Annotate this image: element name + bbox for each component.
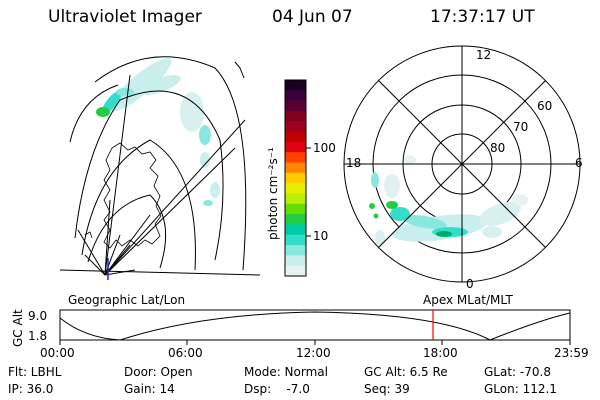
lat-label-80: 80 xyxy=(490,141,505,155)
gain-readout: Gain: 14 xyxy=(124,382,175,396)
colorbar-frame xyxy=(284,79,307,277)
gc-alt-readout: GC Alt: 6.5 Re xyxy=(364,365,448,379)
instrument-info: Flt: LBHL Door: Open Mode: Normal GC Alt… xyxy=(8,365,557,396)
dsp-readout: Dsp: -7.0 xyxy=(244,382,310,396)
polar-aurora xyxy=(369,155,528,246)
polar-plot: 12 18 6 0 60 70 80 xyxy=(343,45,583,291)
colorbar-segment xyxy=(285,100,306,112)
door-readout: Door: Open xyxy=(124,365,193,379)
colorbar-segment xyxy=(285,255,306,267)
lat-label-60: 60 xyxy=(537,99,552,113)
filter-readout: Flt: LBHL xyxy=(8,365,62,379)
x-tick-1200: 12:00 xyxy=(296,346,331,360)
lat-label-70: 70 xyxy=(513,120,528,134)
x-tick-1800: 18:00 xyxy=(423,346,458,360)
y-tick-9: 9.0 xyxy=(28,309,47,323)
geographic-map-label: Geographic Lat/Lon xyxy=(68,293,185,307)
ip-readout: IP: 36.0 xyxy=(8,382,53,396)
time-readout: 17:37:17 UT xyxy=(430,7,535,27)
seq-readout: Seq: 39 xyxy=(364,382,410,396)
y-tick-1-8: 1.8 xyxy=(28,329,47,343)
colorbar-tick-10: 10 xyxy=(313,229,328,243)
gc-alt-axis-label: GC Alt xyxy=(11,309,25,347)
coastline xyxy=(103,142,162,249)
orbit-timeline: Geographic Lat/Lon Apex MLat/MLT GC Alt … xyxy=(11,293,589,360)
mode-readout: Mode: Normal xyxy=(244,365,328,379)
mlt-label-18: 18 xyxy=(346,156,361,170)
colorbar-segment xyxy=(285,141,306,153)
colorbar-segment xyxy=(285,162,306,174)
x-tick-0000: 00:00 xyxy=(40,346,75,360)
left-aurora xyxy=(96,58,220,206)
geographic-map xyxy=(60,56,261,280)
colorbar-tick-100: 100 xyxy=(313,141,336,155)
glon-readout: GLon: 112.1 xyxy=(484,382,557,396)
x-tick-0600: 06:00 xyxy=(168,346,203,360)
colorbar-segment xyxy=(285,152,306,164)
colorbar-segment xyxy=(285,265,306,277)
mlt-label-0: 0 xyxy=(466,277,474,291)
apex-map-label: Apex MLat/MLT xyxy=(423,293,513,307)
colorbar-segment xyxy=(285,110,306,122)
colorbar-segment xyxy=(285,193,306,205)
colorbar-segment xyxy=(285,224,306,236)
colorbar-segment xyxy=(285,121,306,133)
page-title: Ultraviolet Imager xyxy=(48,7,202,27)
colorbar-segment xyxy=(285,214,306,225)
x-tick-2359: 23:59 xyxy=(554,346,589,360)
colorbar-segment xyxy=(285,183,306,194)
colorbar-segment xyxy=(285,172,306,184)
colorbar-segment xyxy=(285,90,306,102)
colorbar-unit-label: photon cm⁻²s⁻¹ xyxy=(266,147,280,240)
colorbar-segment xyxy=(285,234,306,246)
date-readout: 04 Jun 07 xyxy=(272,7,353,27)
mlt-label-12: 12 xyxy=(476,48,491,62)
colorbar xyxy=(285,80,306,277)
colorbar-segment xyxy=(285,245,306,256)
colorbar-segment xyxy=(285,203,306,215)
colorbar-segment xyxy=(285,80,306,91)
mlt-label-6: 6 xyxy=(575,156,583,170)
glat-readout: GLat: -70.8 xyxy=(484,365,551,379)
colorbar-segment xyxy=(285,131,306,143)
